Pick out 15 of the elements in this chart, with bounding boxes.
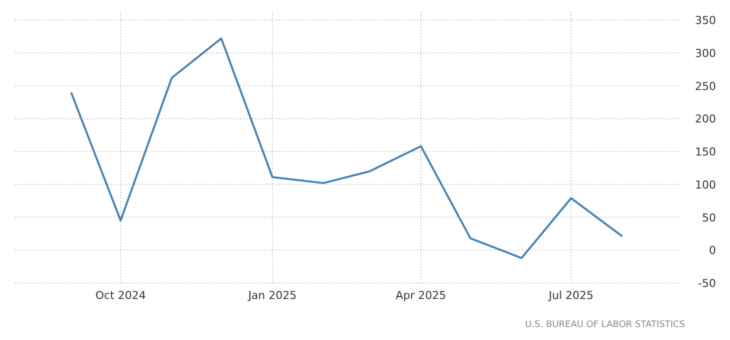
y-tick-label: 100 xyxy=(695,178,716,192)
y-tick-label: 250 xyxy=(695,80,716,93)
y-tick-label: 0 xyxy=(709,244,716,258)
y-tick-label: 50 xyxy=(702,211,716,224)
x-tick-label: Jul 2025 xyxy=(548,289,594,302)
line-series xyxy=(70,37,624,260)
y-tick-label: 300 xyxy=(695,46,716,60)
x-tick-label: Jan 2025 xyxy=(247,289,297,302)
text: U.S. BUREAU OF LABOR STATISTICS xyxy=(525,320,686,330)
y-tick-label: 200 xyxy=(695,112,716,126)
y-tick-label: 150 xyxy=(695,146,716,158)
y-tick-label: 350 xyxy=(695,14,716,27)
x-tick-label: Apr 2025 xyxy=(396,289,446,302)
x-tick-label: Oct 2024 xyxy=(95,289,146,302)
y-tick-label: -50 xyxy=(698,277,716,290)
